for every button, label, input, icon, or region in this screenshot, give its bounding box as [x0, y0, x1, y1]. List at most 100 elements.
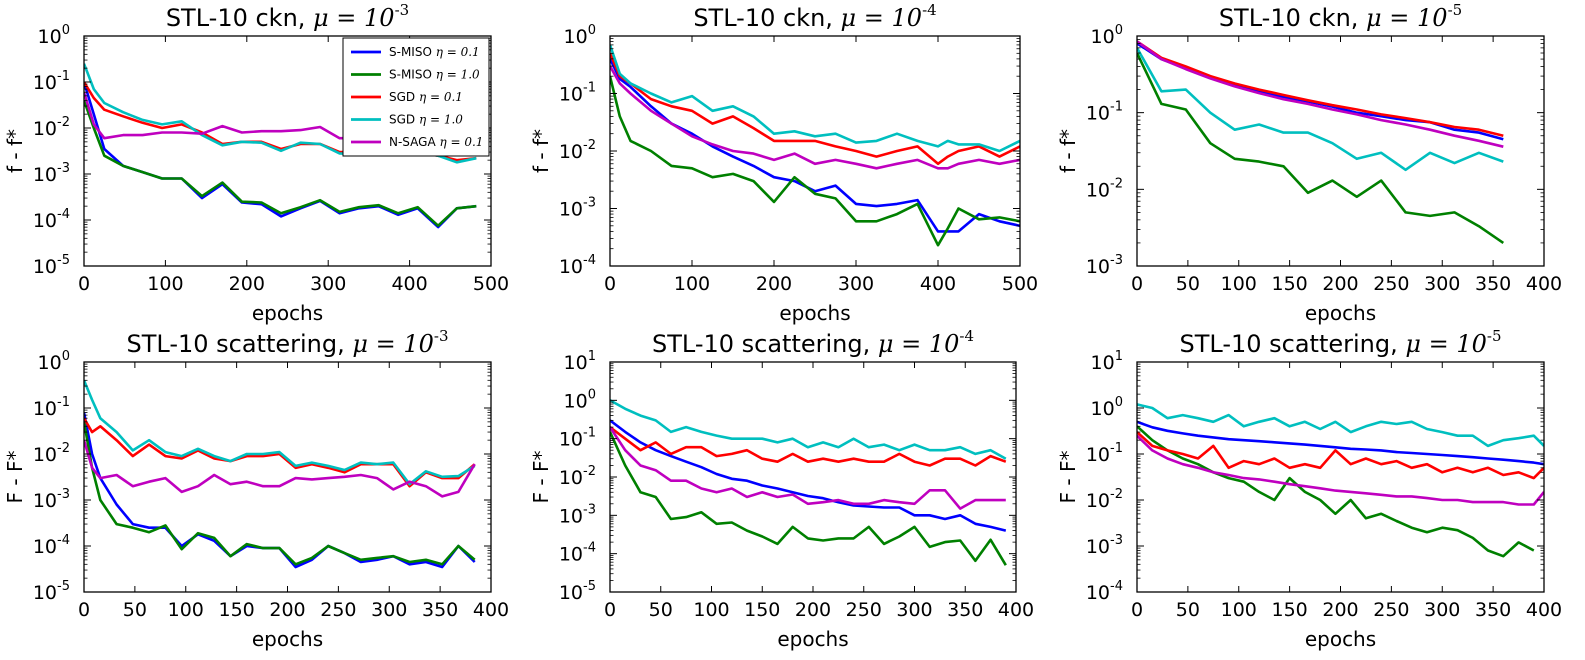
panel-title-mu-exponent: -5 — [1487, 327, 1502, 345]
x-tick-label: 0 — [604, 599, 616, 621]
y-tick-exponent: -4 — [583, 541, 596, 556]
series-line-s-miso-eta-1-0 — [610, 431, 1007, 566]
y-tick-label: 10-3 — [1086, 253, 1123, 278]
panel-title-mu: μ = 10 — [1366, 4, 1448, 32]
series-line-s-miso-eta-0-1 — [1137, 420, 1544, 466]
y-tick-label: 10-4 — [33, 533, 70, 558]
y-tick-exponent: -1 — [57, 69, 70, 84]
series-line-n-saga-eta-0-1 — [610, 65, 1020, 170]
y-tick-base: 10 — [559, 429, 583, 451]
series-line-sgd-eta-0-1 — [610, 52, 1020, 166]
panel-title: STL-10 scattering, μ = 10-4 — [652, 327, 974, 358]
x-tick-label: 100 — [147, 273, 183, 295]
y-tick-exponent: -4 — [57, 207, 70, 222]
y-tick-label: 10-5 — [559, 579, 596, 604]
x-tick-label: 150 — [218, 599, 254, 621]
x-axis-label: epochs — [252, 301, 323, 325]
x-tick-label: 100 — [1221, 599, 1257, 621]
y-tick-base: 10 — [559, 199, 583, 221]
x-tick-label: 250 — [1373, 273, 1409, 295]
legend-eta: η = 1.0 — [419, 113, 463, 127]
y-tick-label: 10-2 — [559, 464, 596, 489]
series-line-sgd-eta-1-0 — [84, 379, 476, 486]
y-tick-label: 10-3 — [1086, 533, 1123, 558]
legend-eta: η = 0.1 — [419, 90, 463, 104]
y-tick-exponent: -2 — [1110, 487, 1123, 502]
x-tick-label: 400 — [998, 599, 1034, 621]
series-line-sgd-eta-1-0 — [1137, 403, 1544, 448]
series-line-s-miso-eta-1-0 — [84, 99, 477, 227]
y-tick-base: 10 — [1086, 536, 1110, 558]
y-tick-label: 10-3 — [559, 196, 596, 221]
x-tick-label: 100 — [168, 599, 204, 621]
panel-title: STL-10 ckn, μ = 10-5 — [1219, 1, 1462, 32]
panel-title-text: STL-10 ckn, — [693, 4, 840, 32]
y-axis-label: f - f* — [3, 129, 27, 173]
y-tick-exponent: -3 — [1110, 533, 1123, 548]
x-tick-label: 100 — [1221, 273, 1257, 295]
panel-1: 0 100 200 300 400 50010-510-410-310-210-1100e… — [3, 1, 509, 325]
y-tick-label: 10-1 — [33, 69, 70, 94]
x-tick-label: 150 — [1271, 599, 1307, 621]
y-tick-label: 10-2 — [33, 441, 70, 466]
x-tick-label: 250 — [1373, 599, 1409, 621]
y-tick-base: 10 — [564, 390, 588, 412]
series-line-s-miso-eta-1-0 — [1137, 52, 1505, 244]
y-tick-exponent: -3 — [583, 502, 596, 517]
panel-title: STL-10 ckn, μ = 10-3 — [166, 1, 409, 32]
plot-frame — [83, 35, 492, 267]
y-tick-exponent: -3 — [57, 487, 70, 502]
panel-2: 0 100 200 300 400 50010-410-310-210-1100epoch… — [529, 1, 1038, 325]
x-tick-label: 250 — [320, 599, 356, 621]
panel-title-mu-exponent: -4 — [922, 1, 937, 19]
y-tick-exponent: -2 — [57, 115, 70, 130]
panel-title-mu-exponent: -3 — [434, 327, 449, 345]
x-tick-label: 200 — [1322, 599, 1358, 621]
x-tick-label: 0 — [78, 273, 90, 295]
series-line-s-miso-eta-0-1 — [610, 419, 1007, 532]
y-tick-base: 10 — [559, 544, 583, 566]
panel-title: STL-10 scattering, μ = 10-5 — [1179, 327, 1501, 358]
y-tick-label: 10-3 — [559, 502, 596, 527]
x-tick-label: 400 — [920, 273, 956, 295]
y-tick-base: 10 — [33, 164, 57, 186]
series-line-n-saga-eta-0-1 — [84, 439, 476, 498]
y-axis-label: F - F* — [1056, 451, 1080, 504]
y-tick-exponent: -1 — [583, 81, 596, 96]
y-tick-exponent: 1 — [1115, 349, 1123, 364]
x-tick-label: 400 — [1526, 599, 1562, 621]
legend-label: SGD — [389, 113, 419, 127]
panel-title-mu: μ = 10 — [1405, 330, 1487, 358]
panel-title-text: STL-10 scattering, — [652, 330, 878, 358]
y-tick-exponent: -4 — [1110, 579, 1123, 594]
y-tick-exponent: -4 — [57, 533, 70, 548]
panel-title: STL-10 scattering, μ = 10-3 — [126, 327, 448, 358]
y-tick-label: 10-1 — [559, 81, 596, 106]
y-tick-label: 100 — [564, 387, 596, 412]
x-axis-label: epochs — [779, 301, 850, 325]
panel-title: STL-10 ckn, μ = 10-4 — [693, 1, 936, 32]
x-tick-label: 0 — [604, 273, 616, 295]
y-tick-base: 10 — [33, 118, 57, 140]
series-line-n-saga-eta-0-1 — [610, 426, 1006, 510]
series-line-sgd-eta-1-0 — [610, 399, 1007, 460]
y-tick-base: 10 — [33, 444, 57, 466]
panel-title-text: STL-10 ckn, — [166, 4, 313, 32]
y-tick-base: 10 — [33, 490, 57, 512]
x-tick-label: 0 — [78, 599, 90, 621]
x-tick-label: 100 — [693, 599, 729, 621]
legend-eta: η = 0.1 — [439, 135, 483, 149]
y-tick-exponent: 0 — [1115, 23, 1123, 38]
y-tick-exponent: -3 — [1110, 253, 1123, 268]
panel-title-text: STL-10 scattering, — [1179, 330, 1405, 358]
x-tick-label: 0 — [1131, 273, 1143, 295]
legend-entry: S-MISO η = 0.1 — [389, 45, 480, 59]
y-tick-label: 100 — [38, 23, 70, 48]
panel-title-text: STL-10 scattering, — [126, 330, 352, 358]
series-line-sgd-eta-1-0 — [1137, 47, 1504, 172]
y-tick-exponent: -2 — [583, 464, 596, 479]
legend-entry: SGD η = 1.0 — [389, 113, 463, 127]
y-tick-exponent: -1 — [1110, 441, 1123, 456]
legend-entry: N-SAGA η = 0.1 — [389, 135, 483, 149]
y-tick-exponent: 0 — [588, 387, 596, 402]
